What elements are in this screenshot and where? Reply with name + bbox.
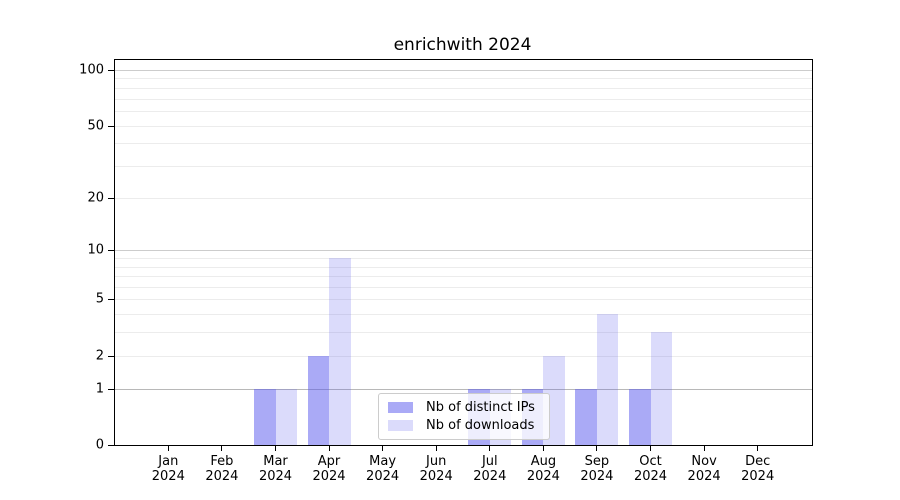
- gridline-y-40: [115, 143, 812, 145]
- gridline-y-10: [115, 250, 812, 252]
- bar-downloads-oct: [650, 332, 672, 445]
- x-axis-label-nov: Nov 2024: [687, 454, 721, 484]
- gridline-y-7: [115, 276, 812, 277]
- y-axis-label-1: 1: [95, 381, 104, 397]
- gridline-y-90: [115, 78, 812, 80]
- y-axis-tick-20: [108, 197, 114, 199]
- gridline-y-30: [115, 166, 812, 167]
- chart-legend: Nb of distinct IPs Nb of downloads: [378, 393, 550, 440]
- gridline-y-8: [115, 266, 812, 268]
- gridline-y-9: [115, 257, 812, 259]
- legend-swatch-distinct-ips: [388, 401, 413, 413]
- y-axis-label-50: 50: [87, 118, 104, 133]
- x-axis-tick-may: [382, 445, 384, 451]
- legend-item-distinct-ips: Nb of distinct IPs: [388, 400, 540, 415]
- x-axis-label-jul: Jul 2024: [473, 454, 507, 484]
- gridline-y-70: [115, 98, 812, 100]
- y-axis-label-20: 20: [87, 190, 104, 206]
- bar-downloads-mar: [275, 388, 297, 445]
- bar-ips-apr: [307, 355, 329, 445]
- bar-downloads-sep: [596, 314, 619, 445]
- gridline-y-2: [115, 355, 812, 357]
- plot-area: Nb of distinct IPs Nb of downloads 0 1 2 5 1…: [79, 59, 813, 484]
- x-axis-label-may: May 2024: [366, 454, 400, 484]
- x-axis-label-oct: Oct 2024: [633, 454, 668, 484]
- x-axis-tick-dec: [757, 445, 759, 451]
- y-axis-tick-2: [108, 355, 114, 357]
- x-axis-tick-jul: [489, 445, 491, 451]
- y-axis-label-0: 0: [95, 437, 104, 453]
- y-axis-tick-10: [108, 250, 114, 252]
- y-axis-label-5: 5: [95, 291, 104, 307]
- x-axis-label-jun: Jun 2024: [419, 454, 453, 484]
- x-axis-tick-jun: [435, 445, 437, 451]
- gridline-y-100: [115, 70, 812, 71]
- x-axis-label-sep: Sep 2024: [580, 454, 614, 484]
- y-axis-tick-1: [108, 388, 114, 390]
- bar-ips-mar: [254, 388, 276, 445]
- gridline-y-60: [115, 111, 812, 112]
- gridline-y-20: [115, 197, 812, 199]
- x-axis-tick-aug: [542, 445, 544, 451]
- gridline-y-50: [115, 125, 812, 127]
- x-axis-label-jan: Jan 2024: [151, 454, 185, 484]
- gridline-y-80: [115, 87, 812, 89]
- gridline-y-3: [115, 332, 812, 334]
- bar-downloads-apr: [329, 257, 351, 445]
- x-axis-label-feb: Feb 2024: [205, 454, 239, 484]
- legend-swatch-downloads: [388, 420, 413, 432]
- x-axis-tick-apr: [328, 445, 330, 451]
- y-axis-tick-5: [108, 299, 114, 301]
- y-axis-tick-50: [108, 125, 114, 127]
- y-axis-label-10: 10: [87, 242, 104, 258]
- y-axis-label-2: 2: [95, 348, 104, 364]
- x-axis-tick-mar: [275, 445, 276, 451]
- y-axis-tick-100: [108, 70, 114, 71]
- y-axis-label-100: 100: [79, 62, 104, 78]
- x-axis-tick-oct: [650, 445, 651, 451]
- x-axis-tick-feb: [221, 445, 223, 451]
- gridline-y-6: [115, 286, 812, 288]
- bar-ips-oct: [629, 388, 651, 445]
- x-axis-tick-nov: [703, 445, 705, 451]
- legend-item-downloads: Nb of downloads: [388, 418, 540, 433]
- x-axis-label-aug: Aug 2024: [526, 454, 560, 484]
- gridline-y-5: [115, 299, 812, 301]
- x-axis-tick-sep: [596, 445, 598, 451]
- x-axis-label-apr: Apr 2024: [312, 454, 346, 484]
- x-axis-label-dec: Dec 2024: [741, 454, 775, 484]
- x-axis-tick-jan: [167, 445, 169, 451]
- y-axis-tick-0: [108, 445, 114, 446]
- gridline-y-1: [115, 388, 812, 390]
- chart-title: enrichwith 2024: [393, 35, 532, 55]
- bar-ips-sep: [575, 388, 597, 445]
- legend-label-downloads: Nb of downloads: [426, 418, 535, 434]
- x-axis-label-mar: Mar 2024: [258, 454, 293, 484]
- gridline-y-4: [115, 314, 812, 316]
- legend-label-distinct-ips: Nb of distinct IPs: [426, 399, 535, 415]
